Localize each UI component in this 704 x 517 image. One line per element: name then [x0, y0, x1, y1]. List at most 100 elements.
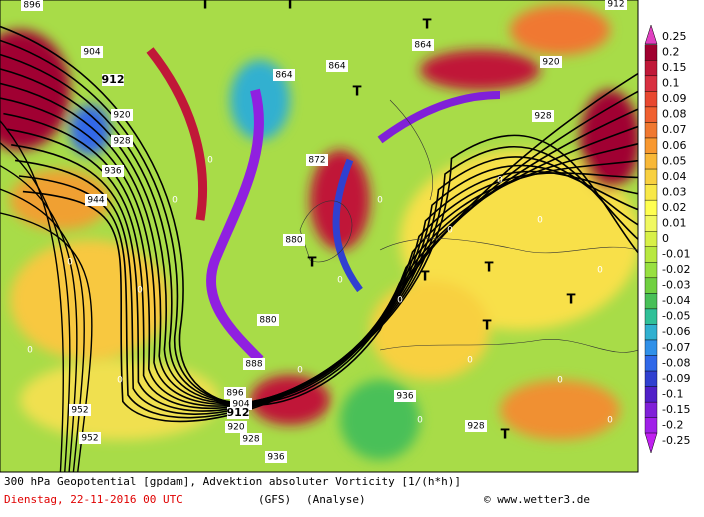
contour-label: 952	[71, 406, 88, 416]
contour-label: 920	[542, 58, 559, 68]
contour-label-box	[540, 56, 562, 68]
zero-vorticity-label: 0	[117, 376, 123, 386]
colorbar-label: 0.08	[662, 108, 687, 121]
zero-vorticity-label: 0	[137, 286, 143, 296]
low-center: T	[353, 85, 362, 100]
colorbar-swatch	[644, 91, 658, 108]
colorbar-label: 0.25	[662, 30, 687, 43]
colorbar: 0.25 0.2 0.15 0.1 0.09 0.08 0.07 0.06 0.05 0.04 0.…	[644, 24, 690, 454]
colorbar-swatch	[644, 417, 658, 434]
colorbar-label: 0.09	[662, 92, 687, 105]
zero-vorticity-label: 0	[397, 296, 403, 306]
zero-vorticity-label: 0	[297, 366, 303, 376]
contour-label: 880	[285, 236, 302, 246]
coastlines	[299, 99, 638, 353]
colorbar-label: 0.01	[662, 216, 687, 229]
colorbar-swatch	[644, 246, 658, 263]
contour-line	[0, 119, 64, 472]
colorbar-swatch	[644, 262, 658, 279]
footer-title: 300 hPa Geopotential [gpdam], Advektion …	[4, 475, 461, 488]
colorbar-label: -0.07	[662, 341, 690, 354]
zero-vorticity-label: 0	[497, 176, 503, 186]
colorbar-label: 0.04	[662, 170, 687, 183]
contour-label-box	[225, 421, 247, 433]
contour-label: 936	[104, 167, 121, 177]
contour-label: 912	[607, 0, 624, 10]
contour-label-box	[412, 39, 434, 51]
colorbar-swatch	[644, 355, 658, 372]
colorbar-label: 0.07	[662, 123, 687, 136]
low-center: T	[421, 270, 430, 285]
colorbar-label: 0.03	[662, 185, 687, 198]
contour-label-box	[21, 0, 43, 11]
contour-label: 896	[23, 1, 40, 11]
low-center: T	[201, 0, 210, 13]
colorbar-label: 0.15	[662, 61, 687, 74]
contour-label-box	[111, 109, 133, 121]
contour-label-box	[102, 165, 124, 177]
colorbar-arrow	[644, 24, 658, 45]
colorbar-label: -0.15	[662, 403, 690, 416]
contour-label-box	[227, 407, 249, 419]
contour-label-box	[69, 404, 91, 416]
colorbar-swatch	[644, 293, 658, 310]
colorbar-swatch	[644, 60, 658, 77]
contour-label: 944	[87, 196, 104, 206]
zero-vorticity-label: 0	[337, 276, 343, 286]
colorbar-label: -0.04	[662, 294, 690, 307]
low-center: T	[501, 428, 510, 443]
contour-label: 936	[396, 392, 413, 402]
map-labels: 8969049129209289369449529528648648648728…	[21, 0, 627, 463]
colorbar-swatch	[644, 324, 658, 341]
contour-label: 952	[81, 434, 98, 444]
colorbar-label: 0.05	[662, 154, 687, 167]
zero-vorticity-label: 0	[467, 356, 473, 366]
colorbar-swatch	[644, 184, 658, 201]
map-frame	[0, 0, 639, 473]
low-center: T	[483, 319, 492, 334]
contour-label: 936	[267, 453, 284, 463]
contour-line	[0, 141, 71, 472]
zero-vorticity-label: 0	[377, 196, 383, 206]
contour-label: 920	[227, 423, 244, 433]
low-center: T	[485, 261, 494, 276]
contour-line	[18, 146, 638, 419]
vorticity-streak	[146, 47, 207, 221]
zero-vorticity-label: 0	[537, 216, 543, 226]
contour-label: 904	[83, 48, 100, 58]
colorbar-label: -0.2	[662, 418, 683, 431]
contour-label-box	[111, 135, 133, 147]
low-center: T	[286, 0, 295, 13]
zero-vorticity-label: 0	[607, 416, 613, 426]
colorbar-swatch	[644, 75, 658, 92]
contour-label-box	[265, 451, 287, 463]
contour-label-box	[85, 194, 107, 206]
colorbar-swatch	[644, 231, 658, 247]
map	[0, 0, 638, 472]
contour-label-box	[273, 69, 295, 81]
colorbar-arrow	[644, 432, 658, 454]
contour-label: 928	[467, 422, 484, 432]
zero-vorticity-label: 0	[557, 376, 563, 386]
contour-label: 880	[259, 316, 276, 326]
zero-vorticity-label: 0	[597, 266, 603, 276]
colorbar-label: -0.09	[662, 372, 690, 385]
contour-label-box	[283, 234, 305, 246]
colorbar-label: -0.02	[662, 263, 690, 276]
colorbar-label: 0	[662, 232, 669, 245]
colorbar-label: 0.1	[662, 77, 680, 90]
footer-model: (GFS)	[258, 493, 291, 506]
contour-label-box	[257, 314, 279, 326]
colorbar-label: -0.08	[662, 356, 690, 369]
contour-label: 904	[232, 400, 249, 410]
contour-label-box	[605, 0, 627, 10]
colorbar-label: -0.25	[662, 434, 690, 447]
colorbar-swatch	[644, 215, 658, 232]
colorbar-swatch	[644, 199, 658, 216]
colorbar-label: 0.06	[662, 139, 687, 152]
contour-label: 888	[245, 360, 262, 370]
colorbar-swatch	[644, 44, 658, 61]
contour-label-box	[224, 387, 246, 399]
colorbar-label: -0.05	[662, 310, 690, 323]
colorbar-label: -0.03	[662, 279, 690, 292]
